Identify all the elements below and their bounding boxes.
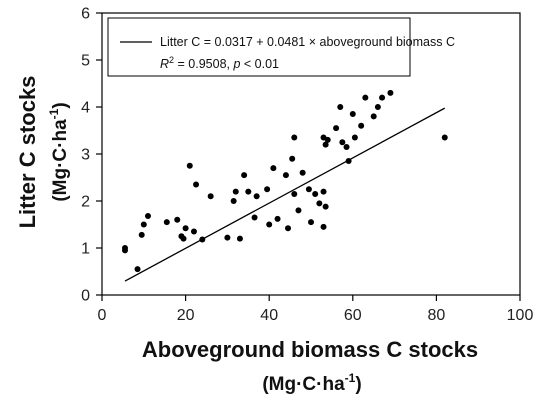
legend: Litter C = 0.0317 + 0.0481 × aboveground… — [107, 17, 455, 77]
data-point — [441, 134, 448, 141]
y-tick-label: 0 — [81, 288, 90, 305]
data-point — [339, 139, 346, 146]
x-unit-superscript: -1 — [345, 371, 356, 385]
data-point — [322, 203, 329, 210]
y-unit-close: ) — [50, 102, 71, 108]
data-point — [186, 162, 193, 169]
data-point — [266, 221, 273, 228]
y-tick-label: 1 — [81, 241, 90, 258]
x-tick-label: 60 — [344, 307, 362, 324]
p-value: < 0.01 — [240, 57, 279, 71]
data-point — [322, 141, 329, 148]
r-squared-symbol: R — [160, 57, 169, 71]
data-point — [295, 207, 302, 214]
data-point — [144, 213, 151, 220]
data-point — [163, 219, 170, 226]
data-point — [282, 172, 289, 179]
data-point — [312, 190, 319, 197]
x-tick-label: 100 — [507, 307, 534, 324]
data-point — [370, 113, 377, 120]
data-point — [232, 188, 239, 195]
legend-statistics: R2 = 0.9508, p < 0.01 — [160, 55, 279, 71]
y-axis-title-group: Litter C stocks (Mg·C·ha-1) — [15, 76, 71, 229]
legend-box — [107, 17, 411, 77]
data-point — [291, 190, 298, 197]
data-point — [324, 136, 331, 143]
x-axis-unit: (Mg·C·ha-1) — [262, 371, 361, 395]
data-point — [337, 104, 344, 110]
data-point — [121, 245, 128, 251]
data-point — [190, 228, 197, 235]
fit-line-group — [124, 107, 446, 282]
data-point — [289, 155, 296, 162]
data-point — [245, 188, 252, 195]
data-point — [251, 214, 258, 221]
r-squared-value: = 0.9508, — [174, 57, 233, 71]
data-point — [285, 225, 292, 232]
data-point — [308, 219, 314, 226]
data-point — [305, 186, 312, 193]
data-point — [299, 169, 306, 176]
y-tick-label: 6 — [81, 6, 90, 23]
y-unit-text: (Mg·C·ha — [50, 119, 71, 202]
data-point — [274, 215, 281, 222]
data-point — [320, 188, 327, 195]
x-axis-title: Aboveground biomass C stocks — [142, 337, 478, 362]
data-point — [316, 200, 323, 207]
data-point — [182, 225, 189, 232]
x-axis: 0 20 40 60 80 100 — [98, 295, 534, 324]
y-tick-label: 4 — [81, 100, 90, 117]
data-point — [134, 266, 141, 273]
data-point — [358, 122, 365, 129]
x-unit-text: (Mg·C·ha — [262, 374, 345, 395]
data-point — [253, 193, 260, 200]
fit-line — [124, 107, 446, 282]
p-symbol: p — [232, 57, 240, 71]
data-point — [320, 223, 327, 230]
data-points — [121, 89, 448, 273]
x-tick-label: 0 — [98, 307, 107, 324]
legend-equation: Litter C = 0.0317 + 0.0481 × aboveground… — [160, 35, 455, 49]
y-axis-unit: (Mg·C·ha-1) — [47, 102, 71, 201]
data-point — [180, 235, 187, 242]
data-point — [174, 216, 181, 223]
x-unit-close: ) — [355, 374, 361, 395]
y-axis-title: Litter C stocks — [15, 76, 40, 229]
data-point — [224, 234, 231, 241]
y-tick-label: 5 — [81, 53, 90, 70]
y-tick-label: 2 — [81, 194, 90, 211]
data-point — [140, 221, 147, 228]
data-point — [236, 235, 243, 242]
data-point — [349, 111, 356, 118]
y-unit-superscript: -1 — [47, 108, 61, 119]
x-tick-label: 40 — [260, 307, 278, 324]
data-point — [362, 94, 369, 101]
data-point — [343, 143, 350, 150]
r-squared-exponent: 2 — [169, 55, 174, 65]
y-axis: 0 1 2 3 4 5 6 — [81, 6, 102, 305]
x-tick-label: 80 — [428, 307, 446, 324]
data-point — [264, 186, 271, 193]
x-tick-label: 20 — [177, 307, 195, 324]
data-point — [241, 172, 248, 179]
y-tick-label: 3 — [81, 147, 90, 164]
data-point — [351, 134, 358, 141]
data-point — [291, 134, 298, 141]
data-point — [138, 231, 145, 238]
data-point — [374, 104, 381, 110]
data-point — [207, 193, 214, 200]
data-point — [379, 94, 386, 101]
data-point — [270, 165, 277, 172]
data-point — [333, 125, 340, 132]
data-point — [230, 198, 237, 204]
data-point — [193, 181, 200, 188]
data-point — [387, 89, 394, 96]
